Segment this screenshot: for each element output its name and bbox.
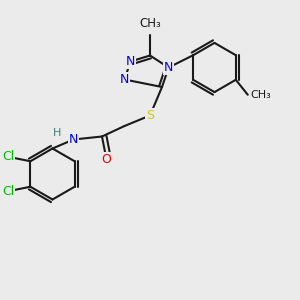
Text: H: H [53,128,61,138]
Text: Cl: Cl [2,150,14,163]
Text: CH₃: CH₃ [251,90,272,100]
Text: CH₃: CH₃ [139,17,161,30]
Text: Cl: Cl [2,185,14,198]
Text: N: N [126,55,135,68]
Text: N: N [164,61,173,74]
Text: N: N [120,73,129,86]
Text: O: O [102,153,111,166]
Text: N: N [69,133,78,146]
Text: S: S [146,109,154,122]
